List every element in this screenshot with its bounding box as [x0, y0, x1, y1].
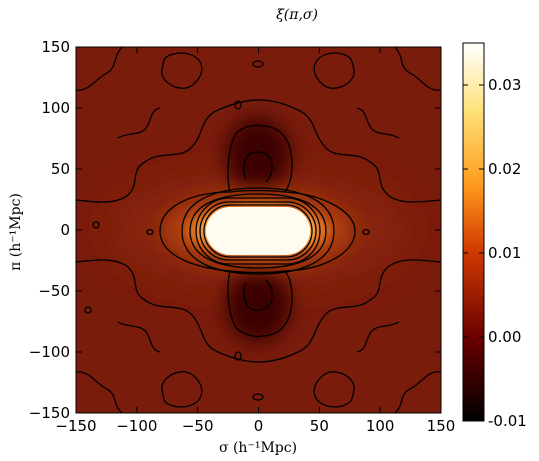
- x-axis-label: σ (h⁻¹Mpc): [219, 440, 297, 456]
- x-tick-label: 50: [310, 417, 329, 435]
- x-tick-label: −50: [182, 417, 214, 435]
- contour-lobe-bottom-inner: [243, 279, 273, 311]
- contour-mid-left-upper: [117, 107, 161, 139]
- contour-corner-br: [394, 371, 441, 413]
- contours: [76, 47, 441, 413]
- contour-level-3: [195, 197, 321, 265]
- contour-lobe-top-inner: [243, 151, 273, 183]
- y-tick-label: 0: [60, 221, 70, 239]
- core-saturated: [206, 207, 310, 255]
- contour-level-2: [199, 201, 317, 261]
- contour-island-8: [84, 306, 92, 314]
- contour-corner-bl: [76, 371, 123, 413]
- x-tick-label: −150: [55, 417, 96, 435]
- contour-island-3: [234, 100, 242, 110]
- contour-lobe-top-outer: [227, 124, 293, 193]
- x-tick-label: 100: [366, 417, 395, 435]
- y-tick-label: 150: [41, 38, 70, 56]
- contour-island-7: [92, 221, 100, 229]
- colorbar: [462, 42, 485, 422]
- contour-bottom-right-blob: [313, 371, 355, 408]
- contour-mid-left-lower: [117, 321, 161, 353]
- contour-corner-tl: [76, 47, 123, 91]
- contour-mid-right-lower: [356, 321, 400, 353]
- x-tick-label: 0: [254, 417, 264, 435]
- y-axis-label: π (h⁻¹Mpc): [8, 193, 24, 271]
- y-tick-label: −150: [29, 404, 70, 422]
- x-tick-label: −100: [116, 417, 157, 435]
- dark-lobe-bottom: [226, 267, 290, 343]
- y-tick-label: −100: [29, 343, 70, 361]
- y-tick-label: 50: [51, 160, 70, 178]
- contour-mid-right-upper: [356, 107, 400, 139]
- contour-corner-tr: [394, 47, 441, 91]
- y-tick-label: 100: [41, 99, 70, 117]
- colorbar-tick-label: 0.03: [488, 76, 521, 94]
- contour-zero-lower: [76, 259, 441, 363]
- heatmap: [76, 47, 441, 413]
- contour-island-6: [362, 228, 370, 236]
- y-axis-ticks: 150 100 50 0 −50 −100 −150: [29, 38, 441, 422]
- dark-lobe-top: [226, 117, 290, 193]
- colorbar-tick-label: 0.02: [488, 160, 521, 178]
- colorbar-tick-label: -0.01: [488, 412, 527, 430]
- y-tick-label: −50: [38, 282, 70, 300]
- contour-island-2: [252, 393, 264, 401]
- x-tick-label: 150: [427, 417, 456, 435]
- contour-island-4: [234, 351, 242, 361]
- contour-top-right-blob: [313, 52, 355, 89]
- colorbar-ticks: 0.03 0.02 0.01 0.00 -0.01: [463, 76, 527, 430]
- contour-top-left-blob: [161, 52, 203, 89]
- contour-lobe-bottom-outer: [227, 270, 293, 338]
- contour-island-5: [146, 228, 154, 236]
- colorbar-tick-label: 0.00: [488, 328, 521, 346]
- colorbar-tick-label: 0.01: [488, 244, 521, 262]
- contour-level-1: [203, 204, 313, 258]
- contour-zero-upper: [76, 99, 441, 203]
- contour-level-4: [189, 193, 327, 269]
- x-axis-ticks: −150 −100 −50 0 50 100 150: [55, 47, 455, 435]
- chart-title: ξ(π,σ): [276, 7, 318, 23]
- contour-bottom-left-blob: [161, 371, 203, 408]
- contour-island-1: [252, 60, 264, 68]
